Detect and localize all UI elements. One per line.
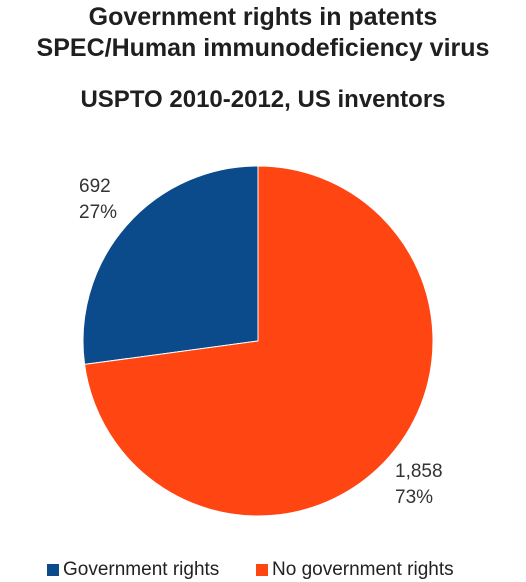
- legend: Government rights No government rights: [0, 559, 526, 581]
- pie-slice-government-rights: [82, 165, 259, 365]
- data-label-value-no-government-rights: 1,858: [395, 461, 443, 482]
- data-label-percent-government-rights: 27%: [79, 202, 117, 223]
- chart-title-line-2: SPEC/Human immunodeficiency virus: [36, 34, 490, 62]
- legend-swatch-government-rights: [47, 564, 59, 576]
- legend-swatch-no-government-rights: [256, 564, 268, 576]
- chart-title-line-1: Government rights in patents: [88, 3, 438, 31]
- legend-label-no-government-rights: No government rights: [272, 559, 454, 580]
- legend-label-government-rights: Government rights: [63, 559, 220, 580]
- legend-item-no-government-rights: No government rights: [256, 559, 454, 581]
- data-label-value-government-rights: 692: [79, 176, 111, 197]
- pie-slice-no-government-rights: [84, 165, 434, 517]
- data-label-percent-no-government-rights: 73%: [395, 487, 433, 508]
- legend-item-government-rights: Government rights: [47, 559, 219, 581]
- chart-subtitle: USPTO 2010-2012, US inventors: [80, 86, 446, 113]
